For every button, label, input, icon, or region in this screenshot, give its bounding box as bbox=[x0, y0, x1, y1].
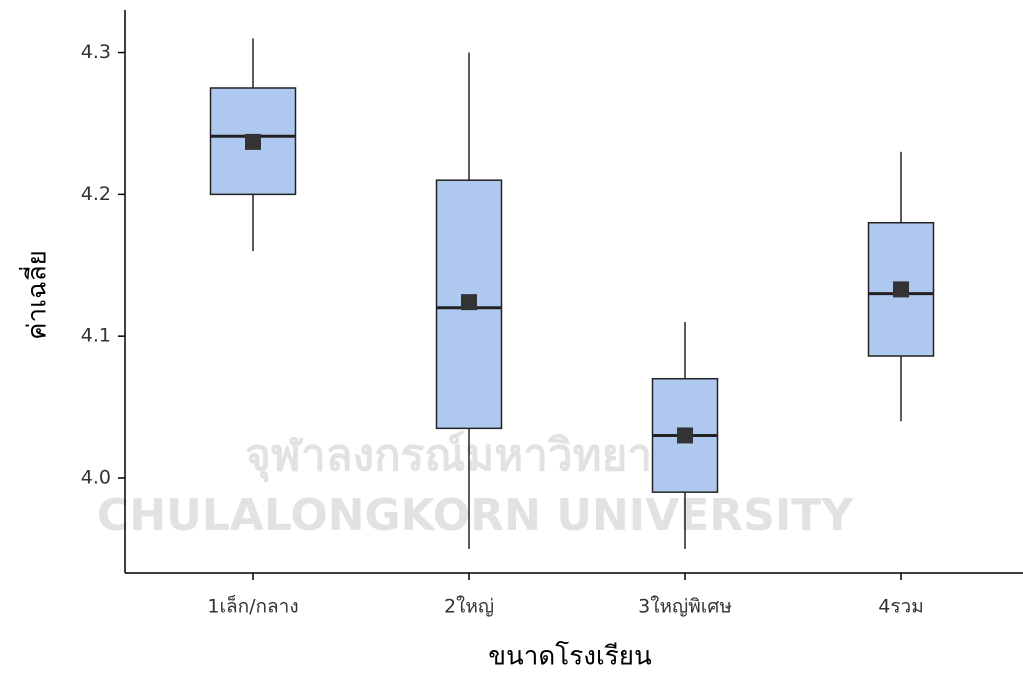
watermark: จุฬาลงกรณ์มหาวิทยาลัย bbox=[245, 430, 705, 483]
mean-marker bbox=[677, 427, 693, 444]
mean-marker bbox=[893, 281, 909, 298]
x-axis-title: ขนาดโรงเรียน bbox=[488, 641, 652, 672]
box bbox=[209, 87, 297, 196]
y-tick-label: 4.1 bbox=[81, 325, 111, 347]
x-tick-label: 4รวม bbox=[878, 596, 924, 618]
x-tick-label: 3ใหญ่พิเศษ bbox=[638, 596, 732, 618]
y-axis-title: ค่าเฉลี่ย bbox=[19, 250, 53, 340]
mean-marker bbox=[245, 133, 261, 150]
watermark: CHULALONGKORN UNIVERSITY bbox=[97, 490, 854, 541]
mean-marker bbox=[461, 294, 477, 311]
y-tick-label: 4.0 bbox=[81, 466, 111, 488]
y-tick-label: 4.2 bbox=[81, 183, 111, 205]
y-tick-label: 4.3 bbox=[81, 41, 111, 63]
x-tick-label: 1เล็ก/กลาง bbox=[207, 594, 298, 618]
x-tick-label: 2ใหญ่ bbox=[444, 596, 494, 618]
